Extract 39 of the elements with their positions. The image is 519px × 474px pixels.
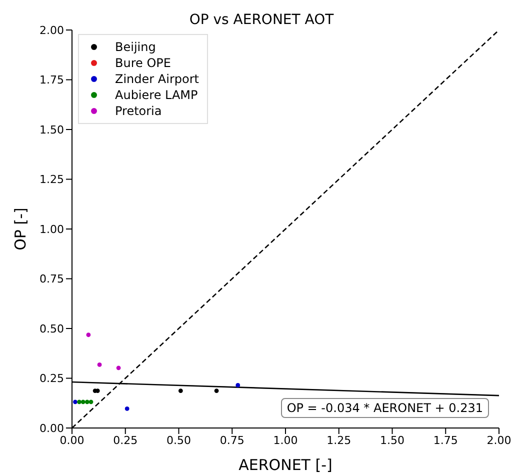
point xyxy=(84,400,90,404)
x-tick-label: 1.00 xyxy=(273,434,298,447)
x-tick-label: 0.00 xyxy=(60,434,84,447)
y-axis-title: OP [-] xyxy=(11,208,30,250)
legend-label: Bure OPE xyxy=(115,55,171,71)
x-tick-label: 0.25 xyxy=(113,434,138,447)
point xyxy=(88,400,94,404)
point xyxy=(86,332,91,338)
point xyxy=(80,400,86,404)
x-tick-label: 1.75 xyxy=(433,434,458,447)
legend-label: Beijing xyxy=(115,39,156,55)
point xyxy=(214,388,219,393)
x-axis-title: AERONET [-] xyxy=(238,456,332,474)
y-tick-label: 1.00 xyxy=(40,222,64,236)
y-tick-label: 1.25 xyxy=(40,173,64,186)
legend-label: Zinder Airport xyxy=(115,71,199,87)
x-tick-label: 0.50 xyxy=(166,434,191,447)
x-tick-label: 0.75 xyxy=(220,434,244,447)
point xyxy=(116,366,121,370)
y-tick-label: 0.50 xyxy=(40,322,64,336)
point xyxy=(178,388,183,393)
annotation: OP = -0.034 * AERONET + 0.231 xyxy=(280,398,489,418)
legend-label: Aubiere LAMP xyxy=(115,87,198,103)
y-tick-label: 2.00 xyxy=(40,24,64,37)
y-tick-label: 0.75 xyxy=(40,272,64,286)
point xyxy=(124,406,130,411)
y-tick-label: 0.25 xyxy=(40,372,64,386)
y-tick-label: 1.50 xyxy=(40,123,64,136)
point xyxy=(77,400,82,404)
y-tick-label: 1.75 xyxy=(40,74,64,87)
point xyxy=(97,362,102,367)
x-tick-label: 1.50 xyxy=(380,434,404,447)
y-tick-label: 0.00 xyxy=(40,422,64,435)
point xyxy=(236,383,240,388)
chart-title: OP vs AERONET AOT xyxy=(189,12,334,28)
x-tick-label: 1.25 xyxy=(326,434,352,447)
legend-label: Pretoria xyxy=(115,103,162,119)
x-tick-label: 2.00 xyxy=(486,434,512,447)
point xyxy=(73,400,78,404)
